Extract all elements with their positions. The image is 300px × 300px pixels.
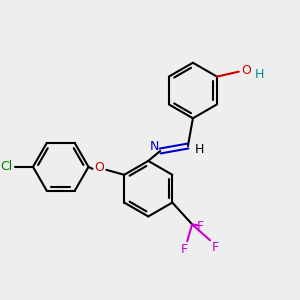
Text: N: N	[149, 140, 159, 152]
Text: F: F	[196, 220, 204, 233]
Text: H: H	[195, 142, 205, 155]
Text: O: O	[94, 161, 104, 174]
Text: F: F	[181, 243, 188, 256]
Text: Cl: Cl	[0, 160, 12, 173]
Text: H: H	[255, 68, 264, 81]
Text: O: O	[241, 64, 250, 77]
Text: F: F	[212, 241, 218, 254]
